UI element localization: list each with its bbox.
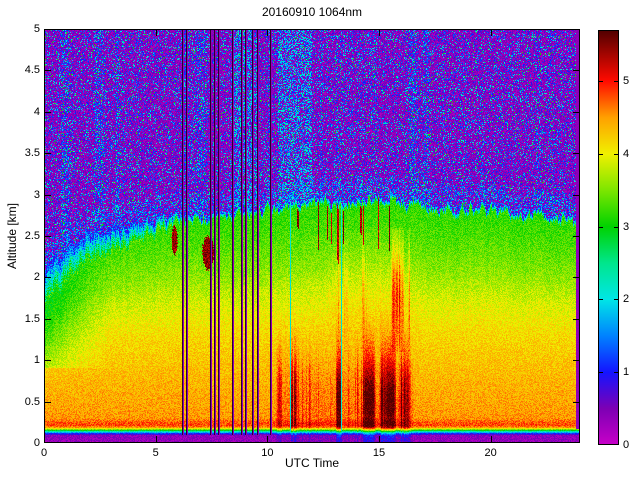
- heatmap-plot: [44, 29, 580, 443]
- tick-label: 20: [484, 447, 497, 459]
- tick-label: 4.5: [24, 64, 40, 77]
- y-axis-label: Altitude [km]: [5, 202, 19, 270]
- tick-label: 0: [33, 437, 40, 449]
- tick-label: 5: [152, 447, 159, 459]
- tick-label: 3.5: [24, 147, 40, 160]
- colorbar: [598, 30, 619, 445]
- tick-label: 3: [623, 220, 630, 233]
- chart-title: 20160910 1064nm: [261, 5, 363, 19]
- tick-label: 5: [623, 74, 630, 87]
- tick-label: 3: [33, 188, 40, 201]
- tick-label: 2: [623, 293, 630, 306]
- x-axis-label: UTC Time: [285, 456, 339, 470]
- tick-label: 2: [33, 271, 40, 284]
- tick-label: 2.5: [24, 230, 40, 242]
- tick-label: 1.5: [24, 312, 40, 325]
- tick-label: 0: [40, 447, 48, 459]
- tick-label: 4: [623, 147, 630, 160]
- tick-label: 1: [33, 354, 40, 367]
- tick-label: 4: [33, 105, 40, 118]
- tick-label: 0.5: [24, 395, 40, 408]
- tick-label: 15: [372, 447, 386, 459]
- tick-label: 1: [623, 366, 630, 379]
- tick-label: 0: [623, 439, 630, 451]
- tick-label: 5: [33, 23, 40, 35]
- tick-label: 10: [261, 447, 274, 459]
